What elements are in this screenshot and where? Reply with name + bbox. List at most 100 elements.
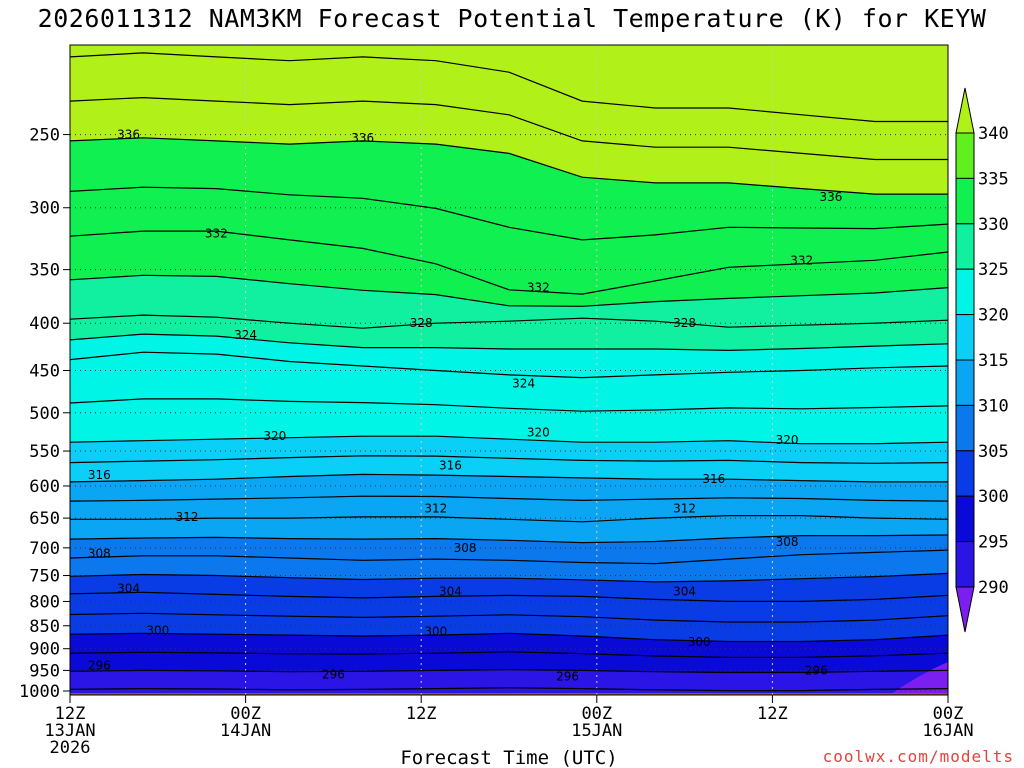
isentrope-336	[69, 137, 948, 195]
isentrope-326	[69, 333, 949, 352]
contour-label: 296	[322, 668, 345, 682]
isentrope-338	[69, 96, 948, 161]
ground-strip	[70, 693, 948, 695]
contour-label: 296	[556, 670, 579, 684]
colorbar-extend-bottom	[955, 586, 975, 633]
y-tick-label: 850	[29, 617, 60, 637]
chart-title: 2026011312 NAM3KM Forecast Potential Tem…	[37, 4, 987, 33]
contour-label: 296	[88, 658, 111, 672]
x-tick-label: 12Z	[757, 704, 788, 724]
isentrope-318	[69, 455, 949, 464]
plot-area: 336 336 336 332 332 332 324 328 328 324 320 320 320 3…	[69, 44, 949, 696]
colorbar-extend-top	[955, 87, 975, 134]
isentrope-298	[69, 651, 949, 658]
y-tick-label: 400	[29, 314, 60, 334]
contour-label: 320	[263, 429, 286, 443]
contour-label: 304	[117, 582, 140, 596]
y-tick-label: 550	[29, 442, 60, 462]
contour-label: 332	[527, 281, 550, 295]
contour-label: 304	[673, 584, 696, 598]
isentrope-332	[69, 230, 949, 295]
x-tick-label: 2026	[50, 738, 91, 758]
colorbar-label: 320	[978, 306, 1009, 326]
colorbar-label: 325	[978, 260, 1009, 280]
isentrope-328	[69, 314, 949, 329]
colorbar-band	[955, 541, 975, 588]
isentrope-314	[69, 495, 949, 502]
contour-label: 308	[88, 547, 111, 561]
contour-label: 312	[424, 502, 447, 516]
isentrope-316	[69, 473, 948, 483]
colorbar-label: 300	[978, 487, 1009, 507]
isentrope-296	[69, 668, 949, 674]
x-tick-label: 13JAN	[44, 721, 95, 741]
x-tick-label: 12Z	[55, 704, 86, 724]
contour-label: 308	[454, 541, 477, 555]
contour-label: 316	[702, 472, 725, 486]
contour-label: 328	[673, 316, 696, 330]
colorbar-band	[955, 132, 975, 179]
colorbar-band	[955, 404, 975, 452]
colorbar-label: 290	[978, 578, 1009, 598]
colorbar-label: 330	[978, 215, 1009, 235]
x-axis-label: Forecast Time (UTC)	[400, 747, 617, 768]
isentrope-340	[69, 52, 948, 123]
contour-label: 296	[805, 663, 828, 677]
colorbar-band	[955, 359, 975, 406]
contour-label: 300	[688, 635, 711, 649]
contour-label: 324	[512, 377, 535, 391]
colorbar-band	[955, 495, 975, 543]
colorbar-label: 340	[978, 124, 1009, 144]
contour-label: 336	[351, 131, 374, 145]
isentrope-310	[69, 534, 949, 544]
isentrope-300	[69, 632, 949, 643]
isentrope-302	[69, 612, 949, 623]
isentrope-320	[69, 435, 949, 445]
colorbar-band	[955, 314, 975, 361]
colorbar-band	[955, 268, 975, 316]
y-tick-label: 650	[29, 509, 60, 529]
x-tick-label: 00Z	[581, 704, 612, 724]
isentrope-334	[69, 186, 949, 241]
colorbar-band	[955, 177, 975, 225]
y-tick-label: 800	[29, 592, 60, 612]
colorbar-band	[955, 450, 975, 497]
y-tick-label: 300	[29, 199, 60, 219]
credit-text[interactable]: coolwx.com/modelts	[822, 747, 1014, 766]
isentrope-308	[69, 549, 949, 565]
y-tick-label: 350	[29, 261, 60, 281]
y-tick-label: 500	[29, 404, 60, 424]
band-296	[70, 669, 948, 695]
contour-label: 300	[146, 623, 169, 637]
x-tick-label: 00Z	[933, 704, 964, 724]
isentrope-312	[70, 515, 949, 523]
contour-label: 336	[117, 128, 140, 142]
contour-label: 332	[790, 253, 813, 267]
contour-label: 312	[176, 510, 199, 524]
y-tick-label: 750	[29, 567, 60, 587]
isentrope-324	[69, 351, 949, 379]
colorbar-label: 295	[978, 533, 1009, 553]
colorbar-label: 315	[978, 351, 1009, 371]
isentrope-330	[69, 274, 949, 307]
colorbar-label: 335	[978, 169, 1009, 189]
y-tick-label: 1000	[19, 682, 60, 702]
contour-label: 316	[88, 468, 111, 482]
y-tick-label: 900	[29, 640, 60, 660]
x-tick-label: 15JAN	[571, 721, 622, 741]
contour-label: 320	[776, 433, 799, 447]
isentrope-304	[69, 591, 949, 602]
contour-label: 300	[424, 624, 447, 638]
x-tick-label: 14JAN	[220, 721, 271, 741]
isentrope-322	[69, 398, 949, 412]
colorbar: 340 335 330 325 320 315 310 305 300 295 290	[955, 87, 1009, 633]
y-tick-label: 450	[29, 361, 60, 381]
contour-label: 336	[819, 190, 842, 204]
colorbar-label: 310	[978, 396, 1009, 416]
x-tick-label: 16JAN	[922, 721, 973, 741]
y-tick-label: 250	[29, 126, 60, 146]
contour-label: 324	[234, 328, 257, 342]
colorbar-label: 305	[978, 442, 1009, 462]
contour-label: 316	[439, 458, 462, 472]
